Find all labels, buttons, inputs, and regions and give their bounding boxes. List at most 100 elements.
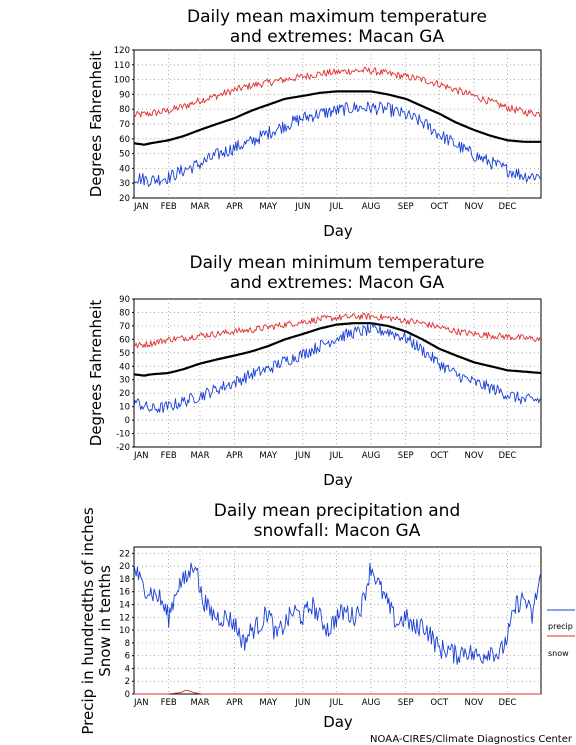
min-temp-y-tick-label: 20 <box>119 389 130 399</box>
min-temp-y-tick-label: 40 <box>119 362 130 372</box>
max-temp-record-high-line <box>133 67 542 118</box>
min-temp-y-tick-label: 10 <box>119 403 130 413</box>
max-temp-x-tick-label: MAR <box>190 202 209 212</box>
max-temp-y-tick-label: 120 <box>114 46 130 56</box>
precip-chart: Daily mean precipitation and snowfall: M… <box>79 501 575 735</box>
precip-x-tick-label: JUL <box>329 698 344 708</box>
credit-text: NOAA-CIRES/Climate Diagnostics Center <box>370 734 573 745</box>
precip-x-tick-label: MAY <box>259 698 277 708</box>
min-temp-x-tick-label: NOV <box>465 451 484 461</box>
max-temp-x-tick-label: SEP <box>398 202 414 212</box>
min-temp-y-tick-label: -10 <box>116 430 130 440</box>
precip-y-tick-label: 6 <box>125 652 130 662</box>
precip-y-tick-label: 8 <box>125 639 130 649</box>
max-temp-x-tick-label: NOV <box>465 202 484 212</box>
max-temp-series <box>133 67 542 187</box>
precip-title-line1: Daily mean precipitation and <box>214 501 461 521</box>
min-temp-x-axis-label: Day <box>323 471 353 489</box>
precip-precip-line <box>133 562 542 665</box>
min-temp-y-tick-label: 50 <box>119 349 130 359</box>
max-temp-chart: Daily mean maximum temperature and extre… <box>87 7 542 240</box>
min-temp-x-tick-label: OCT <box>430 451 449 461</box>
min-temp-record-low-line <box>133 323 542 414</box>
max-temp-y-tick-label: 20 <box>119 194 130 204</box>
legend-snow-label: snow <box>548 649 569 658</box>
min-temp-title-line1: Daily mean minimum temperature <box>190 253 485 273</box>
precip-x-tick-label: NOV <box>465 698 484 708</box>
max-temp-title-line2: and extremes: Macan GA <box>230 27 445 47</box>
precip-x-tick-label: SEP <box>398 698 414 708</box>
max-temp-x-tick-label: AUG <box>362 202 381 212</box>
precip-y-tick-label: 14 <box>119 601 130 611</box>
min-temp-record-high-line <box>133 312 542 349</box>
max-temp-y-tick-label: 30 <box>119 179 130 189</box>
max-temp-y-tick-label: 60 <box>119 135 130 145</box>
precip-y-tick-label: 0 <box>125 690 130 700</box>
max-temp-x-tick-label: DEC <box>499 202 517 212</box>
min-temp-x-tick-label: APR <box>226 451 243 461</box>
max-temp-mean-line <box>133 90 541 146</box>
precip-y-axis-label-line1: Precip in hundredths of inches <box>79 507 97 734</box>
max-temp-y-axis-label: Degrees Fahrenheit <box>87 51 105 198</box>
min-temp-y-axis-label: Degrees Fahrenheit <box>87 300 105 447</box>
precip-x-tick-label: APR <box>226 698 243 708</box>
precip-series <box>133 562 542 695</box>
max-temp-x-axis-label: Day <box>323 222 353 240</box>
min-temp-y-ticks: -20 -10 0 10 20 30 40 50 60 70 80 90 <box>116 295 134 453</box>
precip-x-tick-label: AUG <box>362 698 381 708</box>
precip-y-tick-label: 10 <box>119 626 130 636</box>
max-temp-y-tick-label: 110 <box>114 61 130 71</box>
precip-y-tick-label: 2 <box>125 677 130 687</box>
min-temp-x-ticks: JAN FEB MAR APR MAY JUN JUL AUG SEP OCT NOV DEC <box>133 451 516 461</box>
max-temp-y-tick-label: 90 <box>119 90 130 100</box>
max-temp-y-tick-label: 70 <box>119 120 130 130</box>
min-temp-y-tick-label: -20 <box>116 443 130 453</box>
precip-y-tick-label: 16 <box>119 588 130 598</box>
min-temp-x-tick-label: MAY <box>259 451 277 461</box>
min-temp-x-tick-label: MAR <box>190 451 209 461</box>
precip-legend: precip snow <box>547 609 575 658</box>
precip-y-ticks: 0 2 4 6 8 10 12 14 16 18 20 22 <box>119 549 134 700</box>
max-temp-x-tick-label: MAY <box>259 202 277 212</box>
min-temp-series <box>133 312 542 414</box>
max-temp-y-tick-label: 100 <box>114 76 130 86</box>
max-temp-x-tick-label: FEB <box>161 202 177 212</box>
precip-x-tick-label: MAR <box>190 698 209 708</box>
min-temp-y-tick-label: 0 <box>125 416 130 426</box>
min-temp-y-tick-label: 90 <box>119 295 130 305</box>
max-temp-x-tick-label: JAN <box>133 202 149 212</box>
precip-snow-line <box>134 690 541 695</box>
precip-x-tick-label: FEB <box>161 698 177 708</box>
precip-plot-frame <box>133 546 542 695</box>
precip-x-tick-label: OCT <box>430 698 449 708</box>
min-temp-chart: Daily mean minimum temperature and extre… <box>87 253 542 489</box>
precip-x-ticks: JAN FEB MAR APR MAY JUN JUL AUG SEP OCT NOV DEC <box>133 698 516 708</box>
precip-y-axis-label-line2: Snow in tenths <box>96 565 114 677</box>
max-temp-y-tick-label: 80 <box>119 105 130 115</box>
min-temp-x-tick-label: FEB <box>161 451 177 461</box>
min-temp-grid <box>134 299 541 447</box>
min-temp-x-tick-label: JUL <box>329 451 344 461</box>
min-temp-x-tick-label: DEC <box>499 451 517 461</box>
max-temp-y-tick-label: 40 <box>119 164 130 174</box>
min-temp-y-tick-label: 70 <box>119 322 130 332</box>
min-temp-plot-frame <box>133 298 542 448</box>
max-temp-y-ticks: 20 30 40 50 60 70 80 90 100 110 120 <box>114 46 134 204</box>
min-temp-y-tick-label: 60 <box>119 335 130 345</box>
precip-x-tick-label: JAN <box>133 698 149 708</box>
precip-x-axis-label: Day <box>323 713 353 731</box>
min-temp-x-tick-label: JUN <box>294 451 310 461</box>
min-temp-y-tick-label: 30 <box>119 376 130 386</box>
min-temp-y-tick-label: 80 <box>119 308 130 318</box>
precip-y-tick-label: 20 <box>119 562 130 572</box>
max-temp-title-line1: Daily mean maximum temperature <box>187 7 487 27</box>
max-temp-x-tick-label: APR <box>226 202 243 212</box>
max-temp-x-ticks: JAN FEB MAR APR MAY JUN JUL AUG SEP OCT NOV DEC <box>133 202 516 212</box>
max-temp-x-tick-label: JUN <box>294 202 310 212</box>
precip-y-tick-label: 22 <box>119 549 130 559</box>
min-temp-x-tick-label: JAN <box>133 451 149 461</box>
max-temp-x-tick-label: JUL <box>329 202 344 212</box>
precip-y-tick-label: 4 <box>125 664 130 674</box>
max-temp-record-low-line <box>133 101 542 187</box>
